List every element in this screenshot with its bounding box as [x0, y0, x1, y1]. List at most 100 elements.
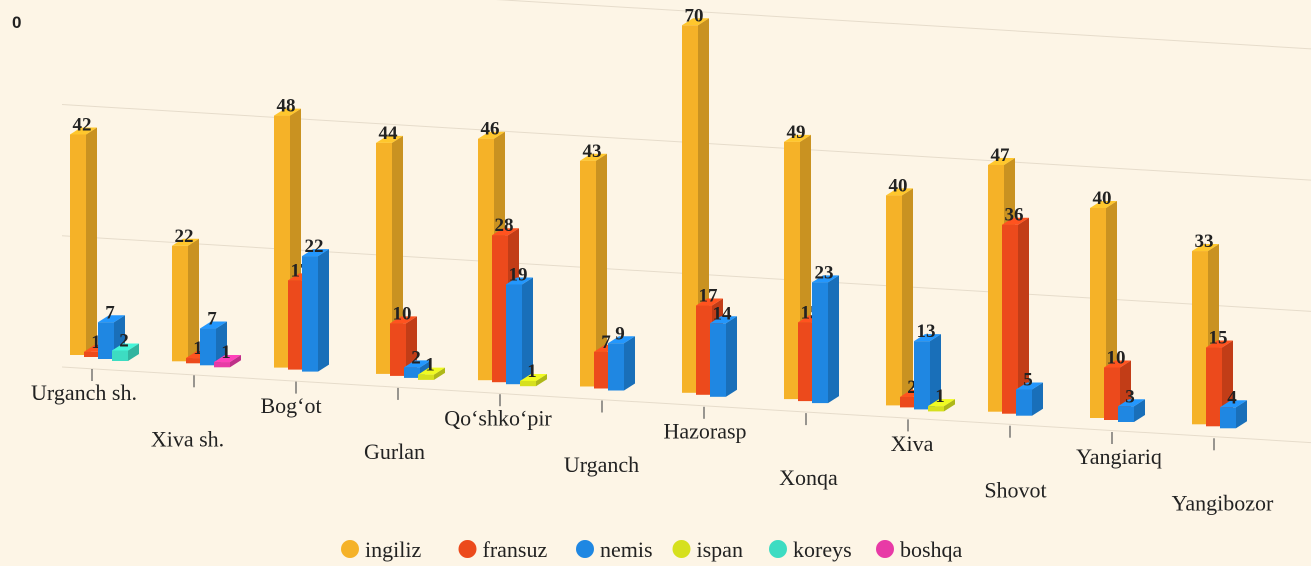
data-label: 15 [1209, 328, 1228, 349]
bar-top [302, 249, 329, 257]
bar-top [418, 367, 445, 375]
data-label: 7 [207, 309, 217, 330]
grid-line [495, 0, 1311, 50]
bar-top [696, 298, 723, 306]
corner-label: 0 [12, 13, 21, 32]
bar-top [390, 316, 417, 324]
data-label: 5 [1023, 369, 1033, 390]
bar-side [902, 188, 913, 406]
bar-top [1002, 217, 1029, 225]
bar-top [1220, 400, 1247, 408]
bar-front [376, 142, 392, 374]
data-label: 22 [175, 226, 194, 247]
data-label: 3 [1125, 386, 1135, 407]
bar-top [112, 343, 139, 351]
bar-top [520, 373, 547, 381]
bar-front [1118, 406, 1134, 422]
legend-marker [769, 540, 787, 558]
bar-top [928, 399, 955, 407]
data-label: 1 [425, 355, 435, 376]
bar-front [594, 351, 610, 389]
data-label: 1 [91, 332, 101, 353]
data-label: 7 [105, 302, 115, 323]
bar-side [726, 316, 737, 397]
legend-marker [876, 540, 894, 558]
bar-front [784, 141, 800, 400]
bar-front [710, 323, 726, 397]
bar-side [1018, 217, 1029, 414]
bar-top [214, 355, 241, 363]
bar-side [828, 275, 839, 404]
data-label: 40 [889, 175, 908, 196]
data-label: 9 [615, 323, 625, 344]
x-tick-label: Yangiariq [1076, 444, 1162, 469]
bar [376, 135, 403, 374]
legend-marker [341, 540, 359, 558]
bar-top [988, 157, 1015, 165]
bar-front [608, 343, 624, 391]
data-label: 7 [601, 332, 611, 353]
bar-front [288, 280, 304, 370]
bar [580, 153, 607, 387]
x-tick-label: Xiva sh. [151, 426, 224, 451]
bar-front [390, 323, 406, 376]
bar-top [682, 18, 709, 26]
data-label: 46 [481, 119, 500, 140]
data-label: 10 [393, 303, 412, 324]
data-label: 1 [935, 386, 945, 407]
bar-top [886, 188, 913, 196]
bar-front [1016, 389, 1032, 416]
legend-label: nemis [600, 537, 653, 562]
x-tick-label: Bog‘ot [260, 393, 321, 418]
bar-front [1090, 208, 1106, 418]
bar-top [274, 108, 301, 116]
bar [214, 355, 241, 368]
x-tick-label: Urganch [564, 452, 639, 477]
bar-top [1104, 360, 1131, 368]
bar-front [928, 406, 944, 412]
bar-front [520, 380, 536, 387]
x-tick-label: Urganch sh. [31, 380, 137, 405]
bar-front [302, 256, 318, 372]
legend-label: boshqa [900, 537, 963, 562]
bar-side [230, 355, 241, 368]
bar-front [1206, 347, 1222, 427]
x-tick-label: Xonqa [779, 465, 838, 490]
bar-top [812, 275, 839, 283]
data-label: 2 [907, 377, 917, 398]
x-tick-label: Qo‘shko‘pir [444, 406, 552, 431]
legend-label: ispan [697, 537, 743, 562]
legend-label: ingiliz [365, 537, 421, 562]
bar-top [914, 334, 941, 342]
bar [1002, 217, 1029, 414]
legend-label: fransuz [483, 537, 548, 562]
bar-side [318, 249, 329, 372]
data-label: 23 [815, 262, 834, 283]
data-label: 2 [411, 347, 421, 368]
bar [70, 127, 97, 355]
bar-top [172, 238, 199, 246]
bar-top [1192, 244, 1219, 252]
data-label: 4 [1227, 387, 1237, 408]
bar-front [798, 322, 814, 402]
bar-side [930, 334, 941, 410]
bar [302, 249, 329, 372]
bar-front [492, 235, 508, 383]
data-label: 47 [991, 145, 1011, 166]
bar-front [1104, 367, 1120, 420]
bar-front [914, 341, 930, 410]
bar-front [98, 322, 114, 359]
bar-top [580, 153, 607, 161]
data-label: 10 [1107, 348, 1126, 369]
data-label: 1 [221, 342, 231, 363]
bar-side [944, 399, 955, 412]
grid-line [61, 366, 1311, 444]
bar [506, 277, 533, 385]
bar-front [478, 138, 494, 381]
data-label: 42 [73, 115, 92, 136]
data-label: 43 [583, 141, 602, 162]
bar-side [1134, 399, 1145, 422]
bar [1016, 382, 1043, 416]
bar-front [1002, 224, 1018, 414]
